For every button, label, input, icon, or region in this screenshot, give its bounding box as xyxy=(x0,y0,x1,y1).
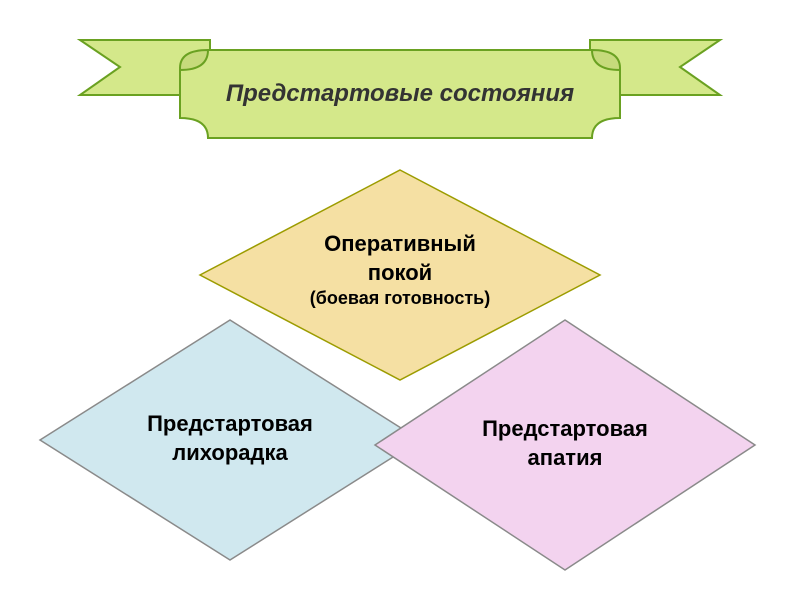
diamond-left-line1: Предстартовая xyxy=(40,410,420,439)
diamond-right-label: Предстартовая апатия xyxy=(375,415,755,472)
diamond-left-label: Предстартовая лихорадка xyxy=(40,410,420,467)
diamond-top-label: Оперативный покой (боевая готовность) xyxy=(200,230,600,311)
diamond-top-line3: (боевая готовность) xyxy=(200,287,600,310)
diagram-stage: Предстартовые состояния Оперативный поко… xyxy=(0,0,800,600)
diamond-left-line2: лихорадка xyxy=(40,439,420,468)
diamond-top-line1: Оперативный xyxy=(200,230,600,259)
diamond-right-line2: апатия xyxy=(375,444,755,473)
diamond-right-line1: Предстартовая xyxy=(375,415,755,444)
diamond-top-line2: покой xyxy=(200,259,600,288)
